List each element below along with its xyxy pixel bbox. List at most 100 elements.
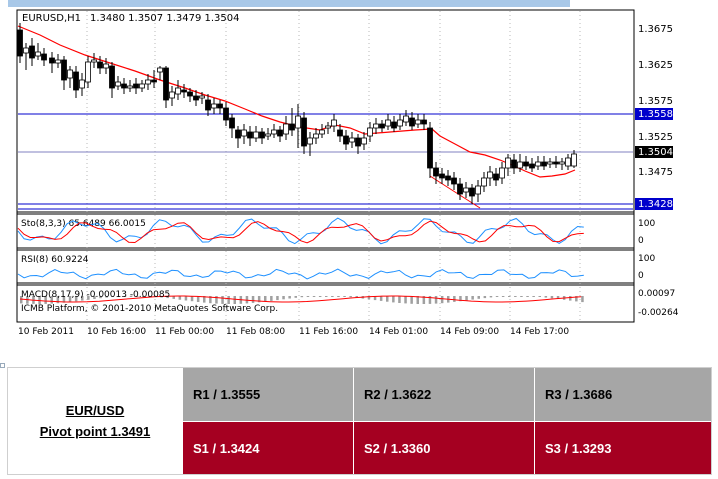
macd-bar: [56, 296, 60, 304]
macd-bar: [428, 296, 432, 304]
candle-body: [415, 119, 421, 125]
macd-bar: [99, 296, 102, 299]
macd-bar: [544, 296, 548, 298]
macd-bar: [300, 296, 304, 298]
stochastic-pane[interactable]: [16, 213, 635, 249]
time-label: 11 Feb 00:00: [155, 327, 214, 337]
macd-bar: [477, 296, 480, 299]
candle-body: [247, 131, 253, 139]
cell-anchor-marker: [0, 363, 5, 368]
candle-body: [439, 173, 445, 179]
rsi-label: RSI(8) 60.9224: [21, 255, 89, 265]
macd-bar: [495, 296, 499, 297]
macd-bar: [68, 296, 72, 303]
support-price-label: 1.3428: [638, 199, 673, 210]
candle-body: [517, 161, 523, 169]
macd-scale-low: -0.00264: [638, 308, 679, 318]
macd-bar: [569, 296, 572, 301]
macd-bar: [288, 296, 291, 299]
candle-body: [73, 71, 79, 91]
macd-bar: [87, 296, 90, 300]
macd-bar: [416, 296, 419, 304]
candle-body: [325, 125, 331, 129]
candle-body: [79, 79, 85, 89]
stochastic-main-line: [17, 217, 584, 245]
candle-body: [349, 137, 355, 143]
macd-bar: [251, 296, 255, 303]
candle-body: [139, 83, 145, 89]
macd-bar: [270, 296, 273, 301]
macd-bar: [526, 296, 529, 297]
candle-body: [337, 129, 343, 137]
macd-bar: [325, 296, 328, 297]
price-chart[interactable]: EURUSD,H1 1.3480 1.3507 1.3479 1.3504 1.…: [0, 8, 718, 348]
macd-bar: [117, 296, 121, 297]
candle-body: [253, 131, 259, 139]
time-label: 11 Feb 08:00: [226, 327, 285, 337]
rsi-pane[interactable]: [16, 249, 635, 284]
macd-bar: [556, 296, 560, 299]
candle-body: [493, 173, 499, 181]
main-pane[interactable]: [16, 9, 635, 213]
candle-body: [289, 123, 295, 131]
stochastic-label: Sto(8,3,3) 65.6489 66.0015: [21, 219, 146, 229]
macd-bar: [392, 296, 395, 303]
candle-body: [469, 187, 475, 197]
stochastic-scale-high: 100: [638, 219, 655, 229]
macd-bar: [312, 296, 316, 297]
macd-label: MACD(8,17,9) -0.00013 -0.00085: [21, 290, 170, 300]
candle-body: [235, 129, 241, 139]
candle-body: [319, 129, 325, 135]
candle-body: [547, 161, 553, 165]
candle-body: [229, 117, 235, 129]
macd-bar: [105, 296, 108, 298]
price-label: 1.3625: [638, 60, 673, 71]
candle-body: [157, 67, 163, 73]
macd-bar: [178, 296, 182, 300]
macd-bar: [453, 296, 456, 302]
macd-bar: [221, 296, 224, 304]
candle-body: [475, 185, 481, 195]
candle-body: [397, 119, 403, 127]
macd-bar: [514, 296, 517, 297]
chart-ohlc: 1.3480 1.3507 1.3479 1.3504: [90, 13, 240, 24]
macd-bar: [123, 296, 127, 297]
macd-bar: [111, 296, 114, 297]
candle-body: [217, 103, 223, 109]
candle-body: [427, 127, 433, 169]
macd-bar: [245, 296, 249, 304]
macd-bar: [93, 296, 96, 299]
macd-bar: [44, 296, 47, 304]
candle-body: [571, 153, 577, 167]
candle-body: [97, 61, 103, 69]
candle-body: [145, 79, 151, 85]
candlesticks[interactable]: [17, 23, 577, 204]
candle-body: [17, 29, 23, 57]
time-label: 14 Feb 09:00: [440, 327, 499, 337]
macd-bar: [349, 296, 352, 298]
candle-body: [559, 161, 565, 165]
pivot-point-label: Pivot point 1.3491: [39, 424, 151, 439]
candle-body: [307, 137, 313, 145]
macd-bar: [410, 296, 413, 304]
macd-bar: [166, 296, 169, 299]
candle-body: [433, 167, 439, 177]
support-2-cell: S2 / 1.3360: [353, 421, 534, 474]
rsi-scale-high: 100: [638, 254, 655, 264]
macd-bar: [264, 296, 267, 302]
support-1-cell: S1 / 1.3424: [182, 421, 353, 474]
candle-body: [409, 117, 415, 127]
macd-bar: [343, 296, 346, 297]
rsi-scale-low: 0: [638, 271, 644, 281]
macd-bar: [38, 296, 41, 304]
resistance-price-label: 1.3558: [638, 109, 673, 120]
candle-body: [511, 159, 517, 169]
candle-body: [151, 79, 157, 83]
macd-pane[interactable]: [16, 284, 635, 323]
macd-bar: [550, 296, 554, 299]
candle-body: [481, 177, 487, 187]
currency-pair-label: EUR/USD: [65, 403, 125, 418]
candle-body: [355, 137, 361, 147]
macd-bar: [386, 296, 389, 302]
macd-bar: [294, 296, 297, 298]
